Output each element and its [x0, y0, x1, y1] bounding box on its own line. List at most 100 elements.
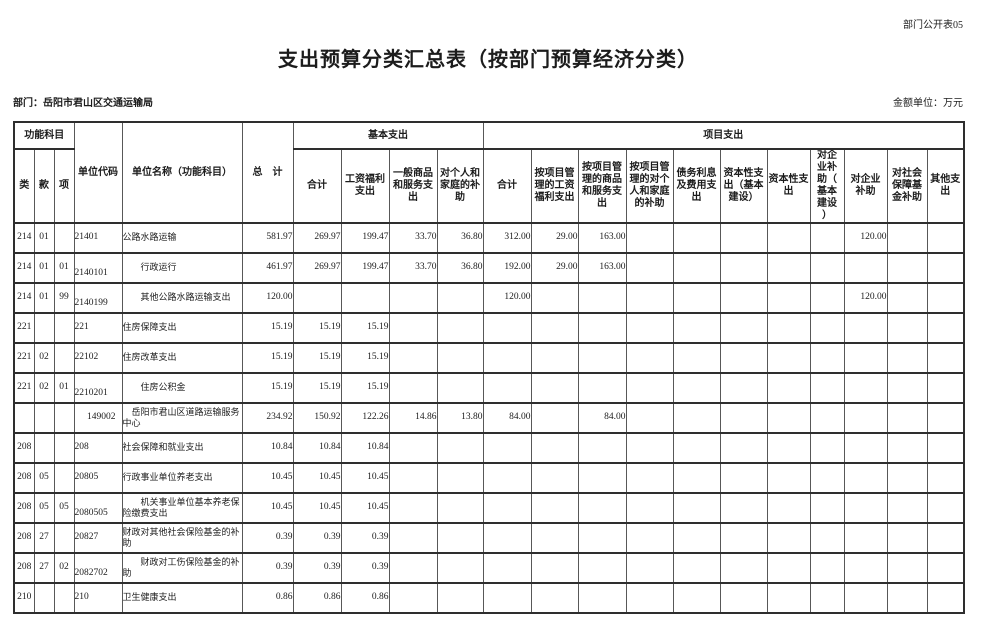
cell-section: 01: [33, 252, 55, 284]
cell-basic_total: [292, 282, 342, 314]
cell-basic_wage: [340, 282, 390, 314]
cell-unit-code: 20805: [73, 462, 123, 494]
cell-proj_debt: [672, 282, 721, 314]
cell-proj_social: [886, 462, 928, 494]
cell-basic_personal: [436, 312, 484, 344]
cell-proj_capital: [766, 492, 811, 524]
cell-proj_wage: [530, 282, 579, 314]
department-label: 部门：岳阳市君山区交通运输局: [13, 98, 153, 109]
cell-unit-name: 公路水路运输: [121, 222, 243, 254]
cell-proj_ent_constr: [809, 342, 845, 374]
cell-proj_capital: [766, 342, 811, 374]
cell-unit-code: 221: [73, 312, 123, 344]
cell-basic_personal: [436, 492, 484, 524]
cell-proj_other: [926, 252, 965, 284]
cell-proj_social: [886, 222, 928, 254]
cell-proj_total: 84.00: [482, 402, 532, 434]
table-row: 214 01 21401 公路水路运输 581.97 269.97 199.47 33.70 3…: [13, 222, 965, 254]
table-row: 221 02 22102 住房改革支出 15.19 15.19 15.19: [13, 342, 965, 374]
cell-proj_social: [886, 432, 928, 464]
cell-proj_goods: [577, 462, 627, 494]
cell-class: 208: [13, 462, 35, 494]
cell-total: 234.92: [241, 402, 294, 434]
cell-proj_goods: [577, 312, 627, 344]
cell-proj_personal: [625, 252, 674, 284]
cell-section: 27: [33, 522, 55, 554]
cell-proj_ent: [843, 252, 888, 284]
cell-basic_goods: [388, 312, 438, 344]
cell-item: [53, 342, 75, 374]
header-functional-group: 功能科目: [13, 121, 75, 150]
cell-total: 10.45: [241, 462, 294, 494]
cell-item: [53, 312, 75, 344]
cell-proj_goods: [577, 372, 627, 404]
cell-unit-name: 其他公路水路运输支出: [121, 282, 243, 314]
cell-class: [13, 402, 35, 434]
cell-basic_personal: 36.80: [436, 222, 484, 254]
cell-proj_capital_constr: [719, 222, 768, 254]
cell-basic_total: 0.86: [292, 582, 342, 614]
cell-section: 02: [33, 372, 55, 404]
cell-proj_debt: [672, 222, 721, 254]
header-project-enterprise-construction: 对企 业补 助（ 基本 建设 ）: [809, 148, 845, 224]
cell-proj_debt: [672, 252, 721, 284]
cell-proj_goods: [577, 522, 627, 554]
cell-proj_capital_constr: [719, 522, 768, 554]
cell-total: 10.84: [241, 432, 294, 464]
cell-item: 01: [53, 372, 75, 404]
cell-proj_personal: [625, 342, 674, 374]
header-project-social-security: 对社会 保障基 金补助: [886, 148, 928, 224]
cell-proj_capital: [766, 222, 811, 254]
cell-proj_debt: [672, 552, 721, 584]
cell-proj_total: [482, 462, 532, 494]
cell-proj_social: [886, 312, 928, 344]
cell-section: 05: [33, 462, 55, 494]
cell-unit-name: 住房改革支出: [121, 342, 243, 374]
cell-class: 221: [13, 372, 35, 404]
cell-proj_social: [886, 552, 928, 584]
cell-proj_ent: [843, 402, 888, 434]
cell-item: 02: [53, 552, 75, 584]
cell-proj_capital_constr: [719, 462, 768, 494]
cell-proj_social: [886, 372, 928, 404]
header-grand-total: 总 计: [241, 121, 294, 224]
cell-basic_total: 0.39: [292, 552, 342, 584]
cell-basic_personal: [436, 522, 484, 554]
cell-basic_total: 10.84: [292, 432, 342, 464]
cell-basic_total: 269.97: [292, 252, 342, 284]
sheet-number: 部门公开表05: [903, 20, 963, 31]
cell-basic_goods: [388, 522, 438, 554]
cell-proj_social: [886, 282, 928, 314]
cell-proj_ent: [843, 342, 888, 374]
cell-proj_capital: [766, 252, 811, 284]
cell-unit-name: 住房保障支出: [121, 312, 243, 344]
cell-proj_capital: [766, 582, 811, 614]
cell-section: [33, 582, 55, 614]
table-row: 149002 岳阳市君山区道路运输服务 中心 234.92 150.92 122.26 1…: [13, 402, 965, 434]
cell-total: 461.97: [241, 252, 294, 284]
cell-basic_wage: 15.19: [340, 312, 390, 344]
cell-section: 05: [33, 492, 55, 524]
cell-item: [53, 522, 75, 554]
table-row: 208 05 20805 行政事业单位养老支出 10.45 10.45 10.45: [13, 462, 965, 494]
cell-unit-name: 机关事业单位基本养老保 险缴费支出: [121, 492, 243, 524]
cell-proj_capital_constr: [719, 432, 768, 464]
cell-unit-code: 21401: [73, 222, 123, 254]
table-row: 208 27 20827 财政对其他社会保险基金的补 助 0.39 0.39 0.39: [13, 522, 965, 554]
header-group-row: 功能科目 单位代码 单位名称（功能科目） 总 计 基本支出 项目支出: [13, 121, 965, 224]
cell-basic_goods: 14.86: [388, 402, 438, 434]
cell-basic_personal: [436, 552, 484, 584]
amount-unit-label: 金额单位：万元: [893, 98, 963, 109]
cell-proj_other: [926, 522, 965, 554]
cell-proj_ent_constr: [809, 582, 845, 614]
cell-proj_ent_constr: [809, 462, 845, 494]
cell-unit-code: 2082702: [73, 552, 123, 584]
cell-proj_goods: 84.00: [577, 402, 627, 434]
page-title: 支出预算分类汇总表（按部门预算经济分类）: [278, 49, 698, 71]
cell-proj_capital_constr: [719, 552, 768, 584]
cell-proj_ent: [843, 312, 888, 344]
cell-proj_ent: [843, 462, 888, 494]
header-project-personal: 按项目管 理的对个 人和家庭 的补助: [625, 148, 674, 224]
table-row: 210 210 卫生健康支出 0.86 0.86 0.86: [13, 582, 965, 614]
